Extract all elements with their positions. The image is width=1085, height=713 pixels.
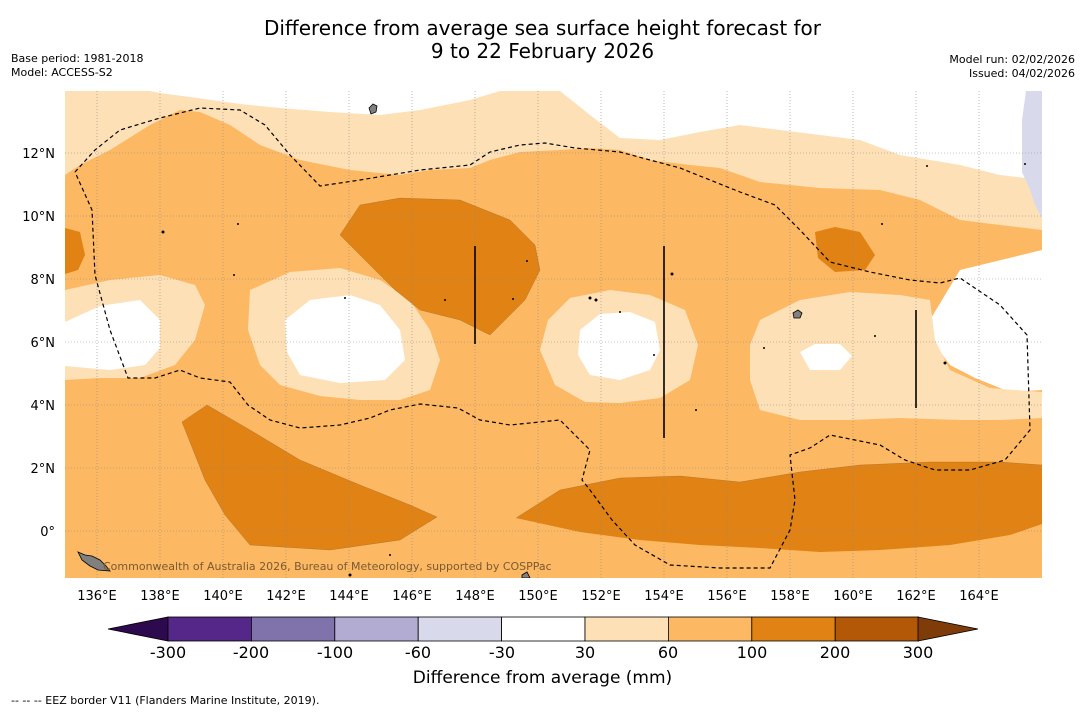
lat-label: 10°N (22, 210, 55, 225)
island-png-coast (77, 551, 111, 572)
boundary-bars (474, 246, 917, 438)
colorbar-tick-label: -200 (232, 643, 270, 662)
anomaly-band-30-60-160e (750, 292, 1042, 420)
colorbar-swatch (501, 616, 586, 642)
colorbar-swatch (417, 616, 503, 642)
colorbar-tick-label: 60 (657, 643, 679, 662)
lon-label: 156°E (707, 589, 747, 604)
attribution-text: Commonwealth of Australia 2026, Bureau o… (103, 560, 552, 573)
map-title-line-2: 9 to 22 February 2026 (430, 39, 655, 63)
eez-footnote: -- -- -- EEZ border V11 (Flanders Marine… (11, 694, 320, 707)
lon-label: 154°E (644, 589, 684, 604)
anomaly-band-neutral-west (65, 300, 160, 370)
lat-label: 12°N (22, 147, 55, 162)
base-period-text: Base period: 1981-2018 (11, 52, 144, 65)
lon-label: 146°E (392, 589, 432, 604)
anomaly-band-negative-northeast (1022, 91, 1042, 218)
lon-label: 152°E (581, 589, 621, 604)
island-south-islet (521, 571, 531, 578)
anomaly-band-neutral-east (930, 250, 1042, 392)
anomaly-band-neutral-153e (578, 312, 660, 380)
lon-label: 164°E (959, 589, 999, 604)
anomaly-band-neutral-160e (800, 344, 852, 370)
colorbar-title: Difference from average (mm) (412, 668, 673, 688)
latitude-labels: 12°N 10°N 8°N 6°N 4°N 2°N 0° (22, 147, 55, 540)
lon-label: 138°E (140, 589, 180, 604)
lat-label: 4°N (31, 399, 56, 414)
anomaly-band-neutral-143e (285, 295, 405, 383)
model-run-text: Model run: 02/02/2026 (949, 53, 1075, 66)
colorbar-tick-label: -30 (488, 643, 516, 662)
anomaly-band-100-200-142e (182, 405, 437, 550)
lat-label: 6°N (31, 336, 56, 351)
lon-label: 160°E (833, 589, 873, 604)
island-guam-area (368, 103, 378, 115)
anomaly-band-100-200-148e (340, 198, 540, 335)
colorbar-extension-low (107, 616, 169, 642)
lon-label: 148°E (455, 589, 495, 604)
lon-label: 158°E (770, 589, 810, 604)
colorbar-tick-label: 300 (902, 643, 934, 662)
map-title-line-1: Difference from average sea surface heig… (263, 16, 822, 40)
colorbar-tick-label: -60 (404, 643, 432, 662)
lon-label: 150°E (518, 589, 558, 604)
lat-label: 0° (40, 525, 55, 540)
colorbar-tick-label: 30 (574, 643, 596, 662)
lon-label: 142°E (266, 589, 306, 604)
lon-label: 162°E (896, 589, 936, 604)
longitude-labels: 136°E 138°E 140°E 142°E 144°E 146°E 148°… (77, 589, 999, 604)
colorbar-swatch (584, 616, 669, 642)
anomaly-band-neutral-northeast (560, 91, 1042, 180)
issued-date-text: Issued: 04/02/2026 (968, 67, 1075, 80)
colorbar-swatch (668, 616, 753, 642)
anomaly-band-neutral-north (150, 91, 500, 115)
lat-label: 8°N (31, 273, 56, 288)
anomaly-band-100-200-west (65, 228, 85, 274)
lon-label: 144°E (329, 589, 369, 604)
colorbar-swatch (250, 616, 336, 642)
colorbar-tick-label: 200 (819, 643, 851, 662)
lon-label: 136°E (77, 589, 117, 604)
anomaly-band-100-200-160e (815, 227, 875, 272)
atolls (161, 163, 1026, 577)
contour-lines (181, 197, 1042, 551)
lat-label: 2°N (31, 462, 56, 477)
eez-border (74, 107, 1031, 569)
islands (77, 103, 803, 578)
colorbar-tick-label: -100 (316, 643, 354, 662)
model-name-text: Model: ACCESS-S2 (11, 66, 113, 79)
lon-label: 140°E (203, 589, 243, 604)
colorbar-swatch (167, 616, 252, 642)
colorbar (107, 616, 979, 642)
island-chuuk-area (792, 309, 803, 319)
anomaly-band-100-200-equator (516, 462, 1042, 552)
colorbar-swatch (334, 616, 419, 642)
colorbar-swatch (751, 616, 836, 642)
colorbar-extension-high (917, 616, 979, 642)
colorbar-tick-label: 100 (736, 643, 768, 662)
colorbar-tick-label: -300 (149, 643, 187, 662)
colorbar-swatch (834, 616, 920, 642)
